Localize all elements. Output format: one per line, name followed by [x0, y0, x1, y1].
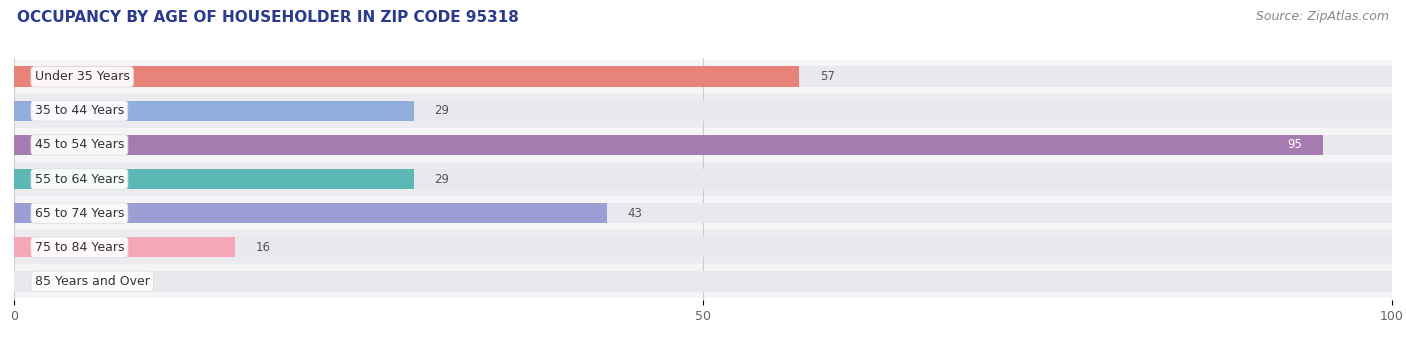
- Text: 0: 0: [35, 275, 42, 288]
- Bar: [14, 237, 1392, 257]
- Text: Source: ZipAtlas.com: Source: ZipAtlas.com: [1256, 10, 1389, 23]
- Bar: [14, 60, 1392, 94]
- Text: Under 35 Years: Under 35 Years: [35, 70, 129, 83]
- Text: 35 to 44 Years: 35 to 44 Years: [35, 104, 124, 117]
- Text: 29: 29: [434, 173, 450, 186]
- Bar: [14, 66, 1392, 87]
- Bar: [14, 169, 1392, 189]
- Bar: [14, 66, 800, 87]
- Bar: [14, 237, 235, 257]
- Text: 55 to 64 Years: 55 to 64 Years: [35, 173, 124, 186]
- Text: 43: 43: [627, 207, 643, 220]
- Bar: [14, 271, 1392, 292]
- Text: 57: 57: [820, 70, 835, 83]
- Bar: [14, 128, 1392, 162]
- Bar: [14, 203, 606, 223]
- Bar: [14, 135, 1392, 155]
- Bar: [14, 203, 1392, 223]
- Bar: [14, 162, 1392, 196]
- Bar: [14, 196, 1392, 230]
- Bar: [14, 264, 1392, 298]
- Bar: [14, 230, 1392, 264]
- Text: OCCUPANCY BY AGE OF HOUSEHOLDER IN ZIP CODE 95318: OCCUPANCY BY AGE OF HOUSEHOLDER IN ZIP C…: [17, 10, 519, 25]
- Text: 75 to 84 Years: 75 to 84 Years: [35, 241, 124, 254]
- Text: 16: 16: [256, 241, 270, 254]
- Bar: [14, 135, 1323, 155]
- Text: 45 to 54 Years: 45 to 54 Years: [35, 138, 124, 151]
- Text: 95: 95: [1288, 138, 1302, 151]
- Text: 85 Years and Over: 85 Years and Over: [35, 275, 149, 288]
- Bar: [14, 101, 413, 121]
- Text: 29: 29: [434, 104, 450, 117]
- Bar: [14, 101, 1392, 121]
- Bar: [14, 94, 1392, 128]
- Bar: [14, 169, 413, 189]
- Text: 65 to 74 Years: 65 to 74 Years: [35, 207, 124, 220]
